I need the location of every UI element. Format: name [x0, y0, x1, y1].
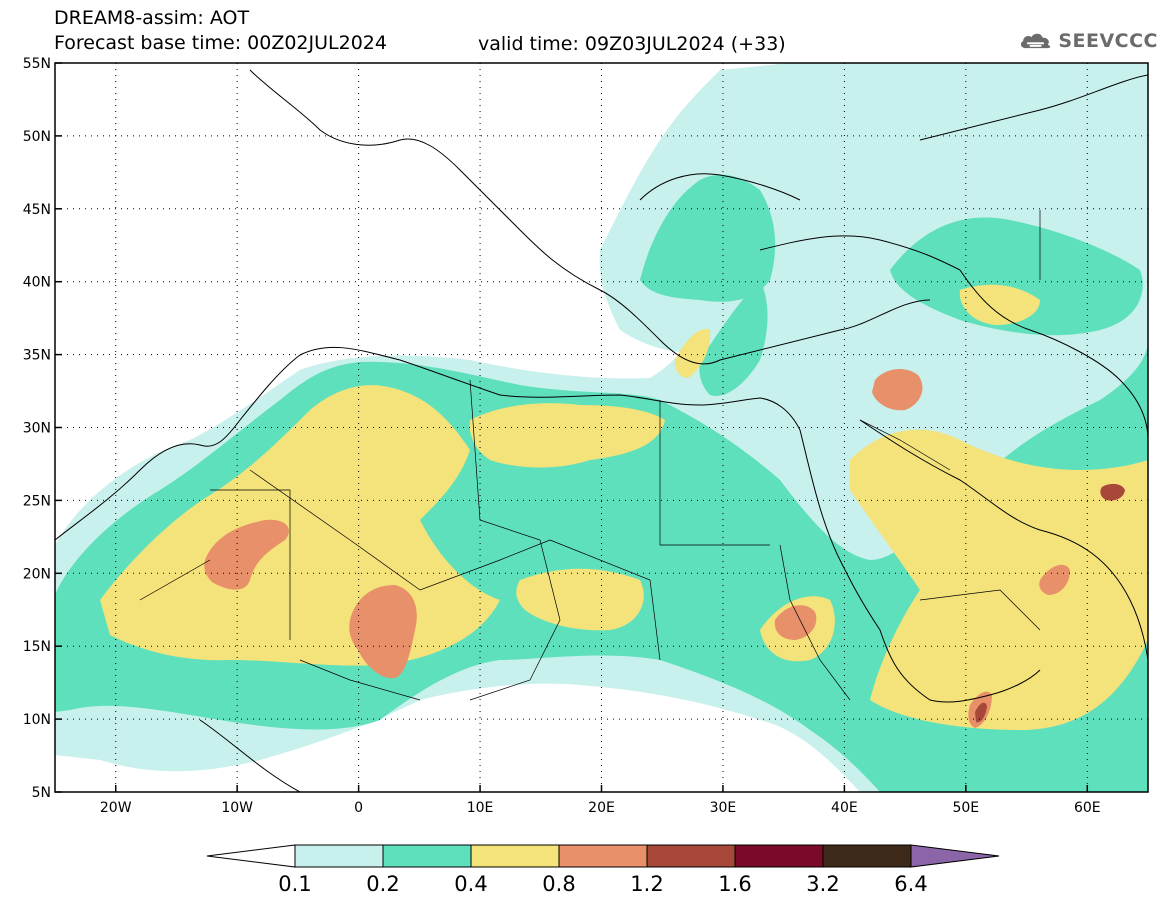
aot-area-turquoise-caspian	[890, 217, 1143, 336]
aot-area-orange-oman	[1039, 564, 1070, 595]
lat-label: 45N	[23, 202, 51, 218]
lon-label: 10W	[221, 800, 253, 816]
colorbar-swatch	[294, 844, 384, 868]
aot-area-yellow-aegean	[674, 329, 711, 378]
lon-label: 60E	[1074, 800, 1101, 816]
aot-area-yellow-libya	[469, 403, 665, 468]
colorbar-swatch	[822, 844, 912, 868]
lon-label: 30E	[710, 800, 737, 816]
lat-label: 55N	[23, 56, 51, 72]
seevccc-logo: SEEVCCC	[1018, 24, 1158, 58]
colorbar-swatch	[470, 844, 560, 868]
lat-label: 20N	[23, 566, 51, 582]
lat-label: 15N	[23, 639, 51, 655]
colorbar-label: 0.4	[454, 872, 487, 896]
colorbar-swatch	[734, 844, 824, 868]
aot-area-orange-iraq	[872, 368, 923, 411]
colorbar-label: 1.2	[630, 872, 663, 896]
aot-area-yellow-arabia	[850, 429, 1148, 730]
colorbar-swatch	[646, 844, 736, 868]
lon-label: 40E	[831, 800, 858, 816]
colorbar-label: 1.6	[718, 872, 751, 896]
latitude-labels: 55N 50N 45N 40N 35N 30N 25N 20N 15N 10N 5N	[23, 56, 62, 801]
lat-label: 35N	[23, 348, 51, 364]
lat-label: 10N	[23, 712, 51, 728]
coastlines	[55, 69, 1148, 792]
colorbar-over-triangle	[910, 844, 1000, 868]
lon-label: 10E	[467, 800, 494, 816]
lat-label: 25N	[23, 493, 51, 509]
aot-area-turquoise-turkey	[640, 174, 776, 302]
cloud-icon	[1020, 33, 1051, 49]
aot-area-yellow-chad	[516, 568, 644, 631]
colorbar-label: 3.2	[806, 872, 839, 896]
colorbar-under-triangle	[206, 844, 296, 868]
map-grid	[55, 63, 1148, 792]
aot-area-darkred-somalia	[975, 702, 987, 723]
colorbar-swatch	[382, 844, 472, 868]
aot-area-yellow-iran	[959, 284, 1040, 325]
lon-label: 20E	[588, 800, 615, 816]
lon-label: 20W	[100, 800, 132, 816]
lon-label: 0	[354, 800, 363, 816]
lat-label: 40N	[23, 275, 51, 291]
longitude-labels: 20W 10W 0 10E 20E 30E 40E 50E 60E	[100, 785, 1101, 816]
map-title: DREAM8-assim: AOT	[54, 7, 250, 29]
logo-text: SEEVCCC	[1058, 30, 1158, 52]
colorbar: 0.1 0.2 0.4 0.8 1.2 1.6 3.2 6.4	[206, 844, 1000, 896]
valid-time: valid time: 09Z03JUL2024 (+33)	[478, 33, 786, 55]
colorbar-label: 0.8	[542, 872, 575, 896]
forecast-base-time: Forecast base time: 00Z02JUL2024	[54, 32, 387, 54]
lat-label: 50N	[23, 129, 51, 145]
colorbar-label: 0.1	[278, 872, 311, 896]
lat-label: 30N	[23, 421, 51, 437]
lat-label: 5N	[32, 785, 51, 801]
colorbar-label: 6.4	[894, 872, 927, 896]
colorbar-label: 0.2	[366, 872, 399, 896]
aot-area-orange-mauritania	[204, 519, 289, 590]
lon-label: 50E	[952, 800, 979, 816]
aot-area-turquoise-nile	[699, 280, 768, 396]
colorbar-swatch	[558, 844, 648, 868]
aot-area-orange-mali-niger	[349, 585, 417, 679]
aot-area-darkred-arabia	[1100, 483, 1125, 501]
